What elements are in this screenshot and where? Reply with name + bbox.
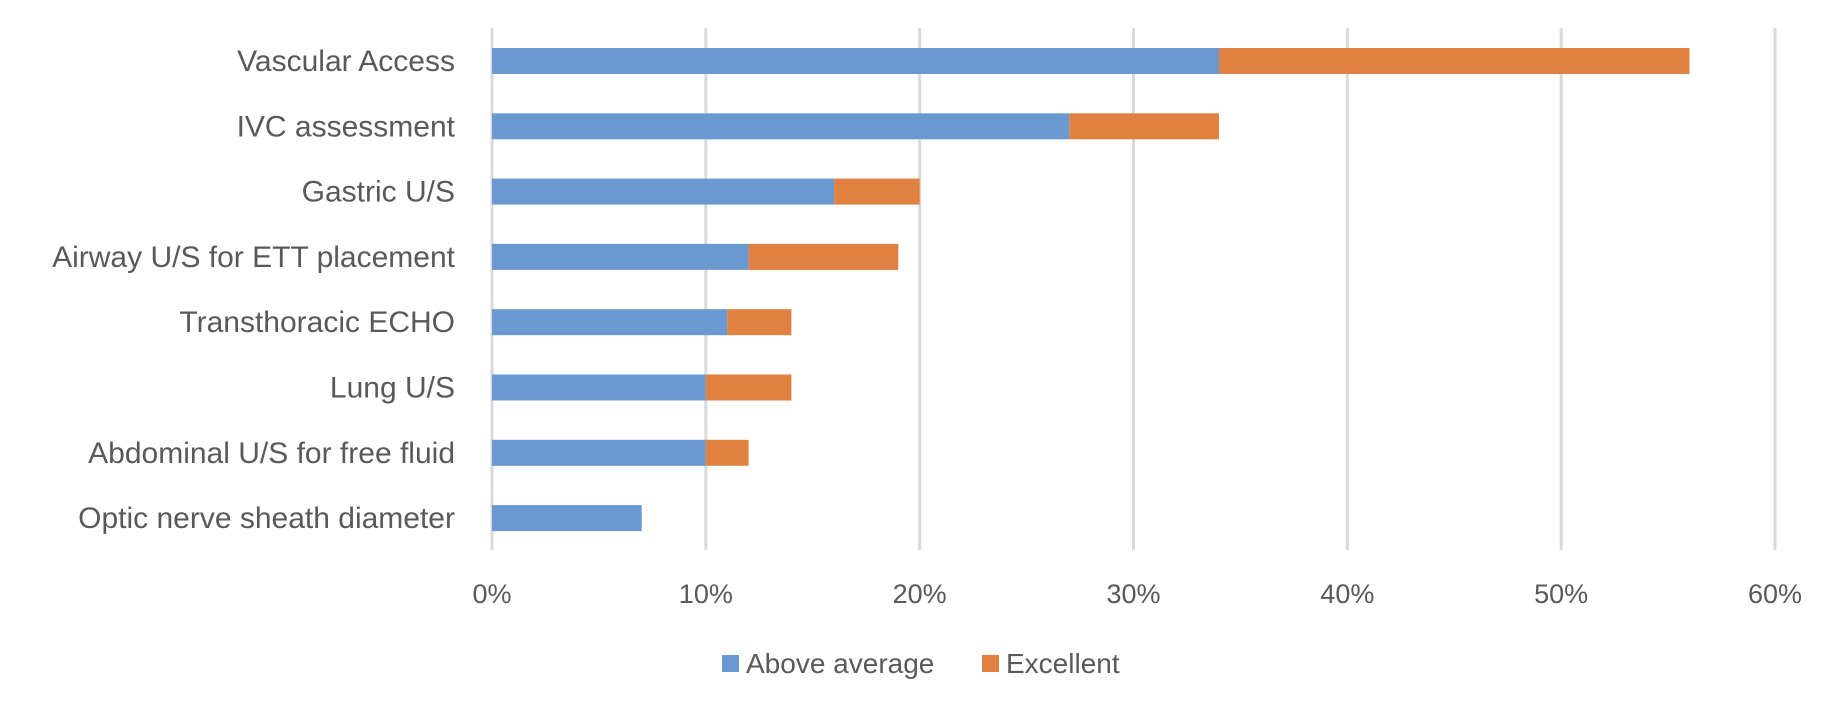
x-axis-tick-labels: 0% 10% 20% 30% 40% 50% 60% <box>472 579 1802 609</box>
bar-above-average-lung-u-s <box>492 374 706 401</box>
legend-swatch-excellent <box>982 655 999 672</box>
bar-above-average-ivc-assessment <box>492 113 1070 140</box>
category-label-optic-nerve-sheath-diameter: Optic nerve sheath diameter <box>78 502 455 535</box>
category-label-abdominal-u-s-for-free-fluid: Abdominal U/S for free fluid <box>88 437 455 470</box>
bar-excellent-abdominal-u-s-for-free-fluid <box>705 439 749 466</box>
category-label-airway-u-s-for-ett-placement: Airway U/S for ETT placement <box>52 241 456 274</box>
bar-excellent-transthoracic-echo <box>727 309 792 336</box>
bar-above-average-vascular-access <box>492 48 1220 74</box>
gridlines <box>490 28 1777 550</box>
bar-excellent-ivc-assessment <box>1069 113 1220 140</box>
category-label-transthoracic-echo: Transthoracic ECHO <box>179 306 455 339</box>
bar-excellent-gastric-u-s <box>834 178 920 205</box>
x-tick-label-30: 30% <box>1106 579 1160 609</box>
category-label-vascular-access: Vascular Access <box>237 45 455 78</box>
bar-above-average-gastric-u-s <box>492 178 835 205</box>
bar-above-average-transthoracic-echo <box>492 309 728 336</box>
bar-above-average-optic-nerve-sheath-diameter <box>492 505 642 532</box>
bar-above-average-airway-u-s-for-ett-placement <box>492 243 749 270</box>
x-tick-label-10: 10% <box>679 579 733 609</box>
bars <box>492 48 1690 532</box>
category-label-lung-u-s: Lung U/S <box>330 372 455 405</box>
x-tick-label-40: 40% <box>1320 579 1374 609</box>
category-label-ivc-assessment: IVC assessment <box>237 110 456 143</box>
legend-label-excellent: Excellent <box>1006 648 1120 679</box>
legend-label-above-average: Above average <box>746 648 934 679</box>
x-tick-label-50: 50% <box>1534 579 1588 609</box>
bar-excellent-vascular-access <box>1219 48 1690 74</box>
x-tick-label-60: 60% <box>1748 579 1802 609</box>
legend: Above average Excellent <box>722 648 1120 679</box>
x-tick-label-0: 0% <box>472 579 511 609</box>
bar-excellent-lung-u-s <box>705 374 792 401</box>
legend-swatch-above-average <box>722 655 739 672</box>
bar-above-average-abdominal-u-s-for-free-fluid <box>492 439 706 466</box>
category-labels: Vascular Access IVC assessment Gastric U/S… <box>52 45 456 535</box>
bar-excellent-airway-u-s-for-ett-placement <box>748 243 899 270</box>
category-label-gastric-u-s: Gastric U/S <box>302 176 455 209</box>
x-tick-label-20: 20% <box>893 579 947 609</box>
